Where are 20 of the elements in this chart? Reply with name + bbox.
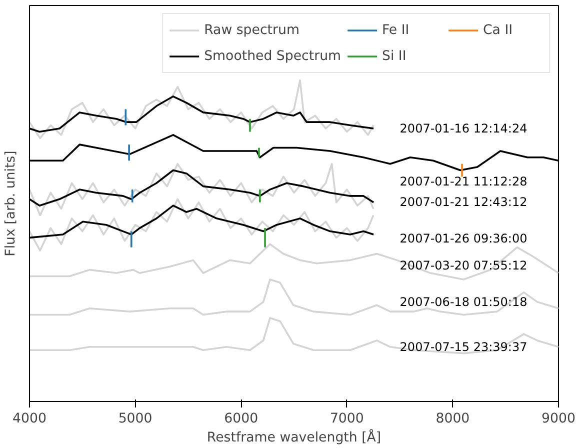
x-tick-label: 5000	[118, 412, 152, 426]
y-axis-title: Flux [arb. units]	[4, 150, 18, 256]
annotation: 2007-01-21 12:43:12	[400, 194, 528, 209]
legend-label: Raw spectrum	[204, 22, 300, 38]
annotation: 2007-06-18 01:50:18	[400, 295, 528, 310]
x-tick-label: 8000	[436, 412, 470, 426]
x-tick-label: 9000	[542, 412, 576, 426]
x-tick-label: 4000	[12, 412, 46, 426]
legend-label: Fe II	[382, 22, 410, 38]
legend-label: Smoothed Spectrum	[204, 48, 341, 64]
annotation: 2007-03-20 07:55:12	[400, 258, 528, 273]
x-tick-label: 7000	[330, 412, 364, 426]
legend-label: Si II	[382, 48, 408, 64]
annotation: 2007-01-16 12:14:24	[400, 121, 528, 136]
annotation: 2007-07-15 23:39:37	[400, 340, 528, 354]
annotation: 2007-01-26 09:36:00	[400, 232, 528, 246]
x-tick-label: 6000	[224, 412, 258, 426]
annotation: 2007-01-21 11:12:28	[400, 174, 528, 189]
legend-label: Ca II	[483, 22, 514, 38]
x-axis-title: Restframe wavelength [Å]	[206, 428, 382, 446]
